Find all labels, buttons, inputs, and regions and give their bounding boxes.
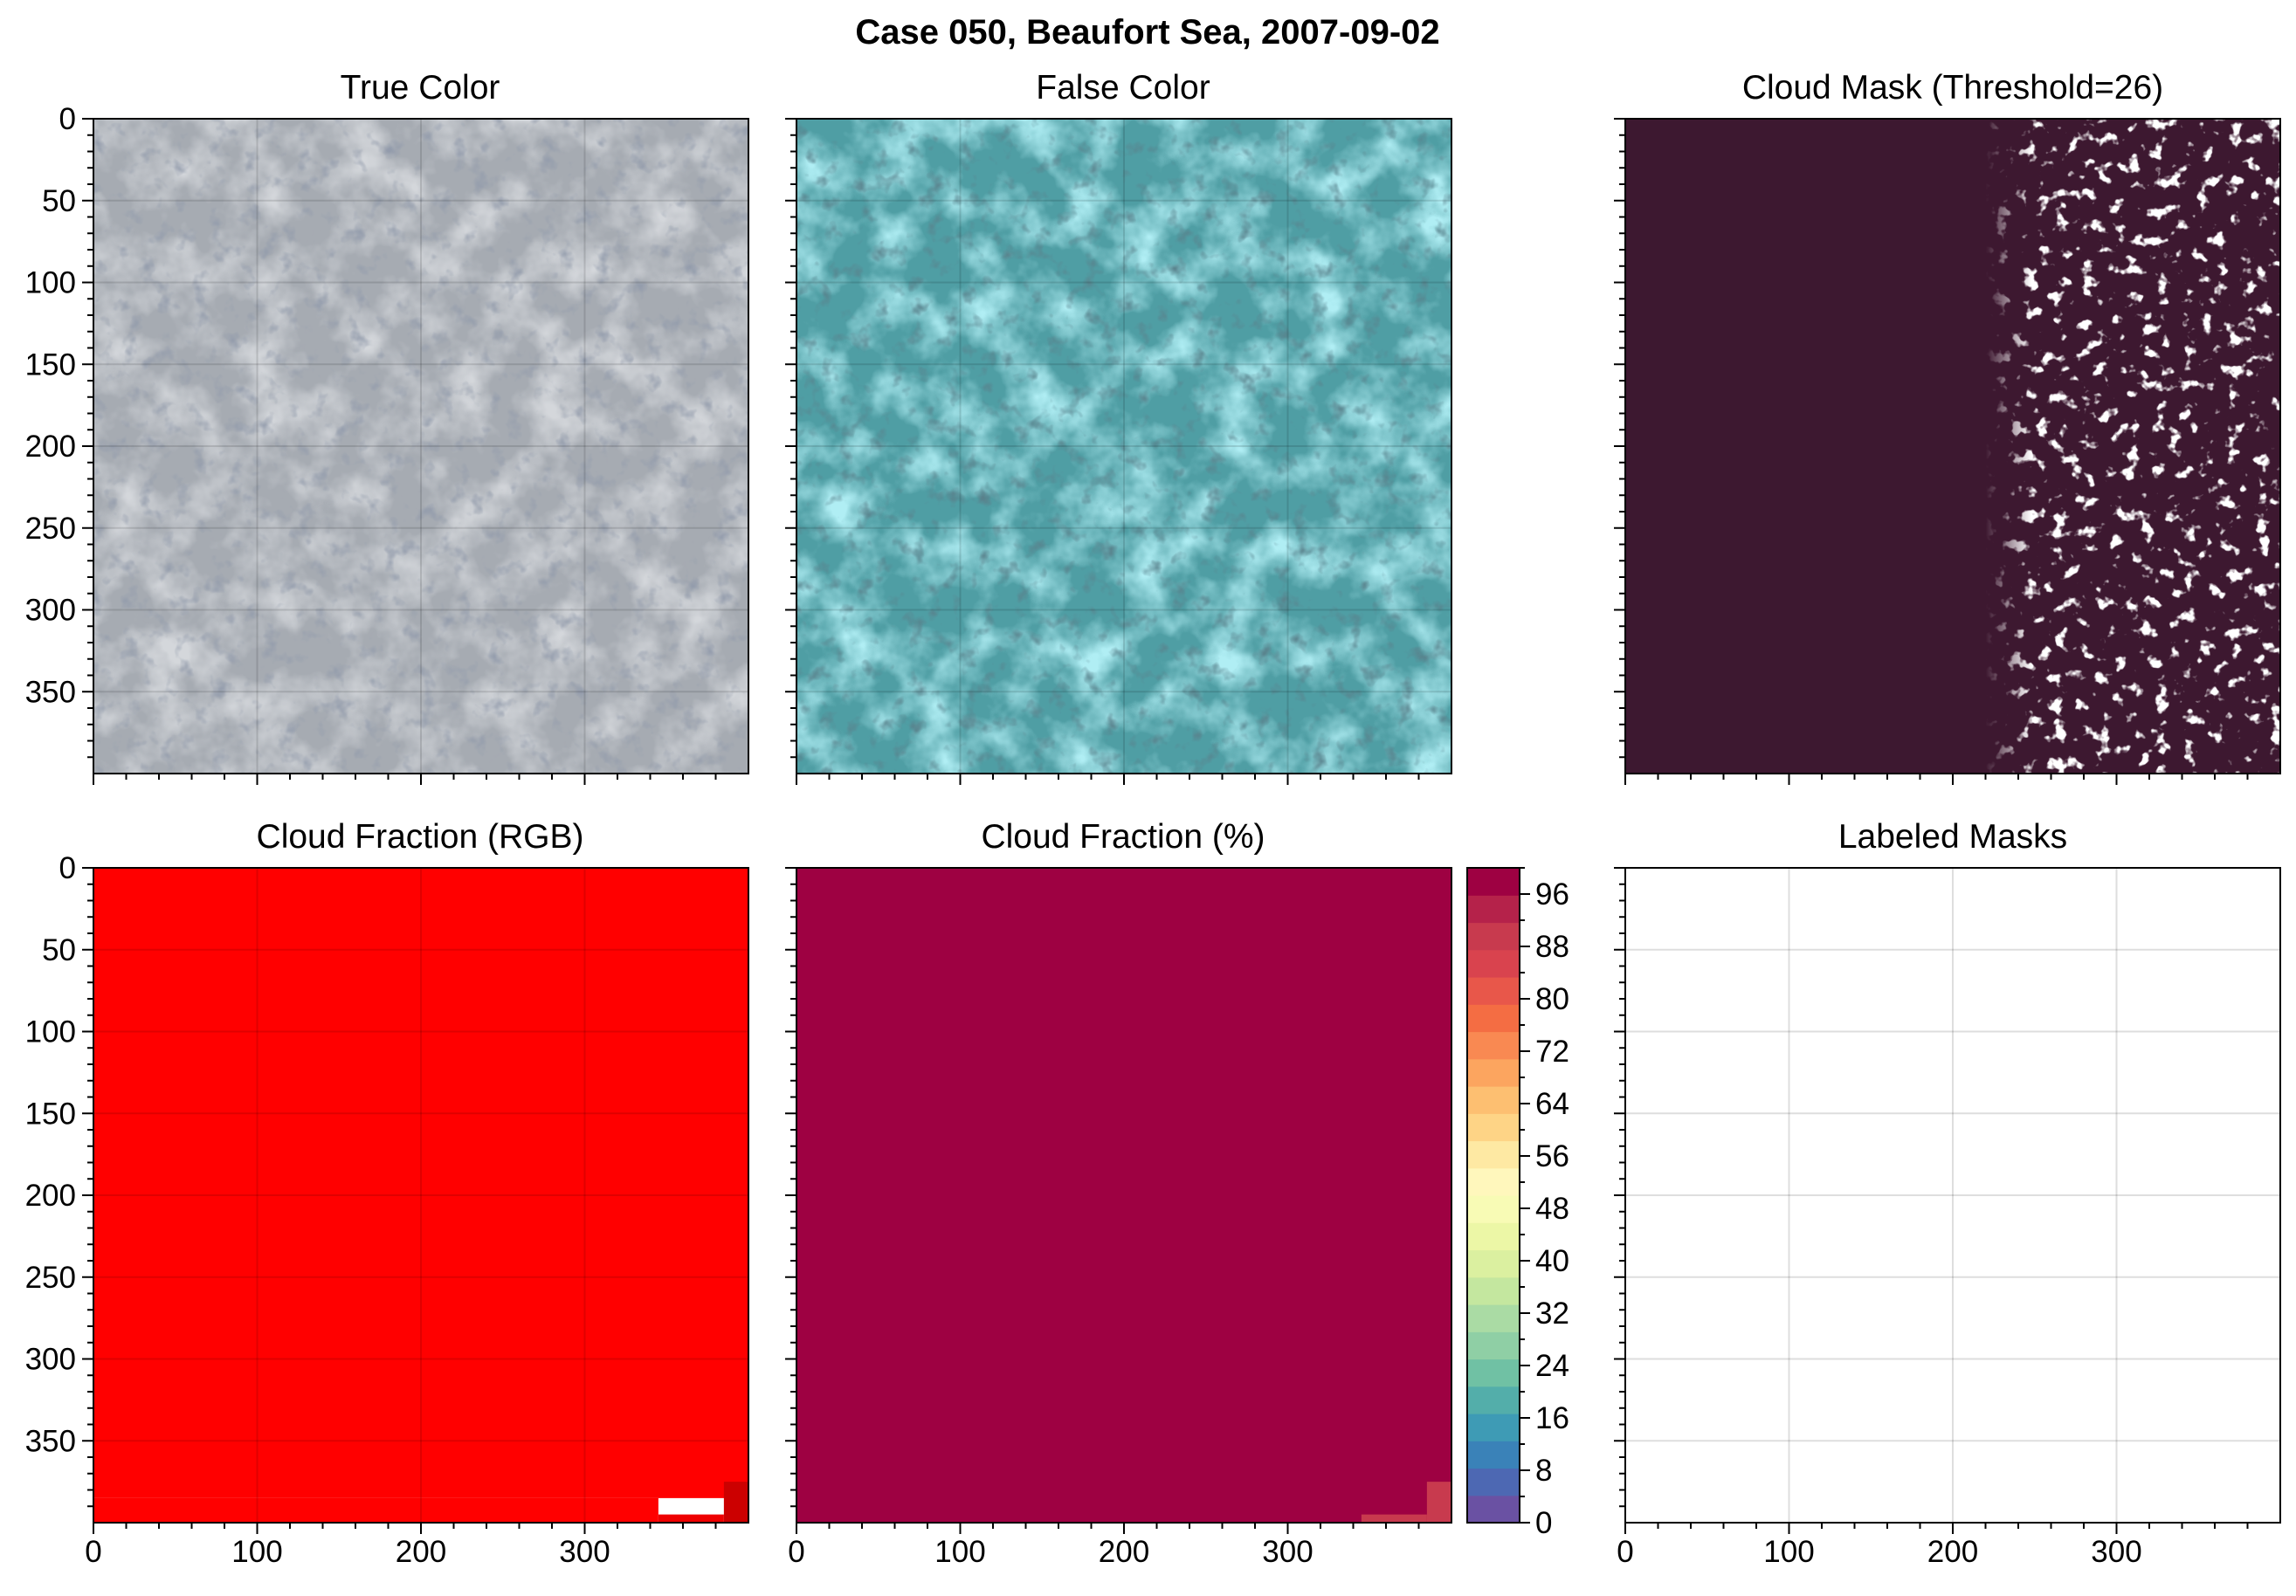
y-tick-label: 100 <box>25 266 76 300</box>
heatmap-cell <box>658 1514 724 1523</box>
colorbar-frame <box>1466 867 1520 1524</box>
panel-title: False Color <box>1036 69 1210 107</box>
colorbar-segment <box>1467 1249 1520 1278</box>
y-tick-label: 100 <box>25 1015 76 1049</box>
x-tick-label: 100 <box>231 1535 282 1569</box>
heatmap-cell <box>723 1482 748 1523</box>
colorbar-segment <box>1467 1441 1520 1469</box>
y-tick-label: 0 <box>59 102 76 136</box>
panel-cloud-fraction-pct: Cloud Fraction (%) 0 100 200 300 0 8 16 24 32 40… <box>785 818 1569 1569</box>
colorbar-segment <box>1467 1004 1520 1033</box>
y-tick-label: 50 <box>42 933 76 967</box>
panel-cloud-fraction-rgb: Cloud Fraction (RGB) 0 100 200 300 0 50 100 150… <box>25 818 749 1569</box>
false-color-image <box>796 119 1451 774</box>
x-tick-label: 200 <box>1099 1535 1149 1569</box>
heatmap-cell <box>1426 1482 1451 1523</box>
y-tick-label: 300 <box>25 1343 76 1377</box>
labeled-masks-background <box>1625 868 2280 1523</box>
colorbar-segment <box>1467 1386 1520 1414</box>
colorbar-tick-label: 96 <box>1535 877 1569 912</box>
y-tick-label: 350 <box>25 675 76 709</box>
panel-false-color: False Color <box>785 69 1452 785</box>
colorbar-tick-label: 8 <box>1535 1454 1552 1488</box>
colorbar-tick-label: 0 <box>1535 1506 1552 1540</box>
x-tick-label: 100 <box>934 1535 985 1569</box>
colorbar-tick-label: 32 <box>1535 1297 1569 1331</box>
colorbar-tick-label: 64 <box>1535 1087 1569 1121</box>
colorbar-segment <box>1467 1086 1520 1114</box>
colorbar-segment <box>1467 1359 1520 1387</box>
heatmap-cell <box>1361 1514 1427 1523</box>
panel-cloud-mask: Cloud Mask (Threshold=26) <box>1614 69 2281 785</box>
panel-title: True Color <box>341 69 500 107</box>
colorbar-segment <box>1467 1113 1520 1142</box>
colorbar-segment <box>1467 949 1520 978</box>
panel-title: Cloud Mask (Threshold=26) <box>1742 69 2163 107</box>
x-tick-label: 0 <box>788 1535 804 1569</box>
y-tick-label: 0 <box>59 851 76 885</box>
y-tick-label: 50 <box>42 184 76 218</box>
y-tick-label: 250 <box>25 1261 76 1295</box>
colorbar-segment <box>1467 1468 1520 1496</box>
colorbar-segment <box>1467 1331 1520 1360</box>
x-tick-label: 100 <box>1763 1535 1814 1569</box>
colorbar-segment <box>1467 1304 1520 1332</box>
colorbar-tick-label: 24 <box>1535 1349 1569 1383</box>
y-tick-label: 150 <box>25 1097 76 1131</box>
x-tick-label: 300 <box>559 1535 610 1569</box>
panel-title: Labeled Masks <box>1838 818 2067 856</box>
x-tick-label: 200 <box>396 1535 446 1569</box>
x-tick-label: 200 <box>1927 1535 1978 1569</box>
colorbar-segment <box>1467 1222 1520 1251</box>
y-tick-label: 200 <box>25 430 76 464</box>
colorbar-segment <box>1467 1167 1520 1196</box>
colorbar-tick-label: 40 <box>1535 1244 1569 1278</box>
x-tick-label: 0 <box>85 1535 101 1569</box>
colorbar: 0 8 16 24 32 40 48 56 64 72 80 88 96 <box>1466 867 1569 1540</box>
heatmap-cell <box>93 1497 658 1523</box>
colorbar-segment <box>1467 922 1520 951</box>
x-tick-label: 300 <box>2091 1535 2141 1569</box>
x-tick-label: 0 <box>1617 1535 1633 1569</box>
colorbar-tick-label: 80 <box>1535 982 1569 1016</box>
heatmap-cell <box>796 868 1451 1523</box>
panel-labeled-masks: Labeled Masks 0 100 200 300 <box>1614 818 2281 1569</box>
cloud-mask-image <box>1625 119 2280 774</box>
y-tick-label: 300 <box>25 594 76 628</box>
colorbar-segment <box>1467 1414 1520 1441</box>
x-tick-label: 300 <box>1262 1535 1313 1569</box>
figure-suptitle: Case 050, Beaufort Sea, 2007-09-02 <box>855 13 1439 52</box>
colorbar-segment <box>1467 895 1520 924</box>
colorbar-segment <box>1467 1276 1520 1305</box>
colorbar-segment <box>1467 1058 1520 1087</box>
true-color-image <box>93 119 748 774</box>
colorbar-segment <box>1467 977 1520 1005</box>
panel-title: Cloud Fraction (%) <box>981 818 1265 856</box>
panel-true-color: True Color 0 50 100 150 200 250 300 350 <box>25 69 749 785</box>
colorbar-tick-label: 48 <box>1535 1192 1569 1226</box>
colorbar-tick-label: 56 <box>1535 1139 1569 1173</box>
y-tick-label: 150 <box>25 347 76 382</box>
y-tick-label: 350 <box>25 1424 76 1458</box>
colorbar-segment <box>1467 1031 1520 1060</box>
colorbar-segment <box>1467 1140 1520 1169</box>
colorbar-segment <box>1467 868 1520 896</box>
colorbar-segment <box>1467 1495 1520 1524</box>
colorbar-tick-label: 72 <box>1535 1035 1569 1069</box>
y-tick-label: 200 <box>25 1179 76 1213</box>
colorbar-tick-label: 88 <box>1535 930 1569 964</box>
y-tick-label: 250 <box>25 512 76 546</box>
colorbar-tick-label: 16 <box>1535 1401 1569 1435</box>
colorbar-segment <box>1467 1195 1520 1223</box>
heatmap-cell <box>93 868 748 1498</box>
panel-title: Cloud Fraction (RGB) <box>257 818 584 856</box>
